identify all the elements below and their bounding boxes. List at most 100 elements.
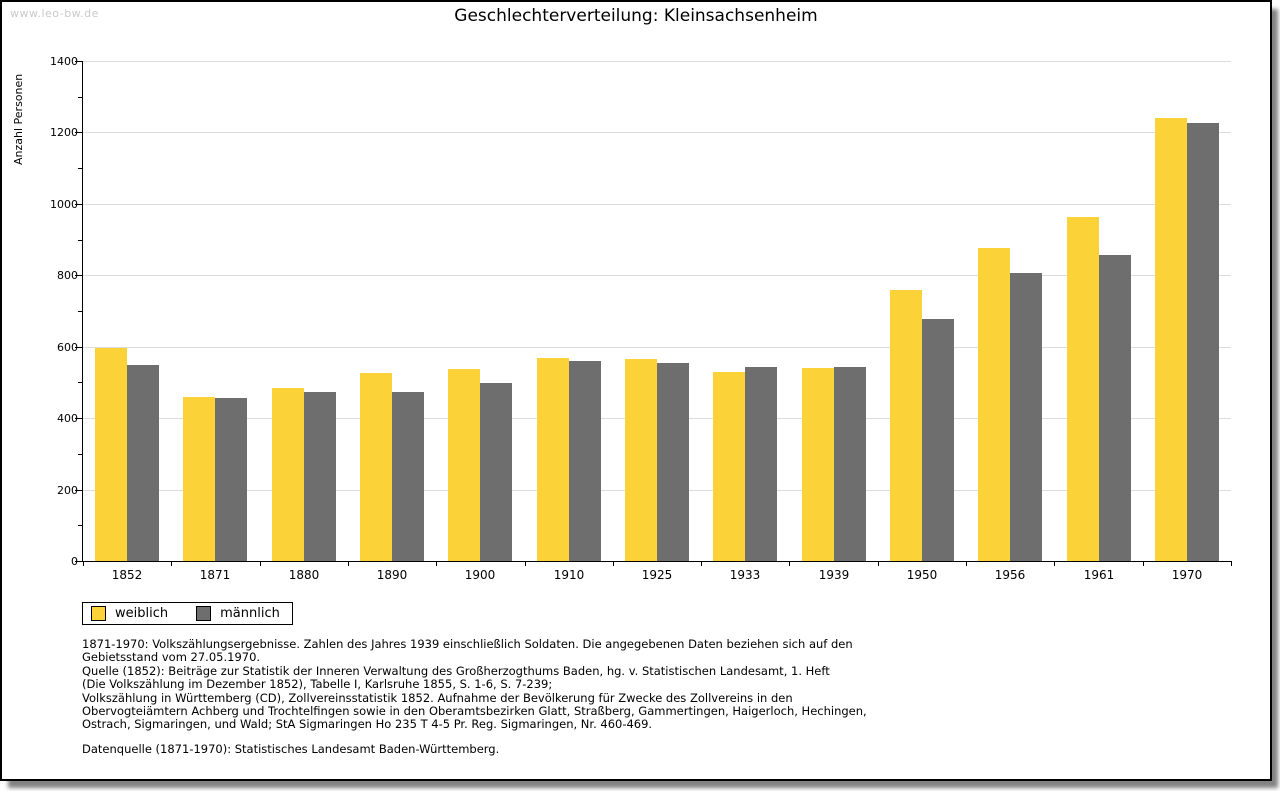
- x-category-label-1925: 1925: [641, 568, 673, 582]
- bar-männlich-1871: [215, 398, 247, 561]
- x-tick-3: [348, 561, 349, 566]
- x-category-label-1880: 1880: [288, 568, 320, 582]
- source-notes: 1871-1970: Volkszählungsergebnisse. Zahl…: [82, 637, 1082, 732]
- x-tick-12: [1143, 561, 1144, 566]
- source-note-line-6: Obervogteiämtern Achberg und Trochtelfin…: [82, 704, 867, 719]
- legend-swatch-maennlich: [196, 606, 212, 621]
- y-axis-title: Anzahl Personen: [12, 73, 25, 165]
- x-category-label-1956: 1956: [994, 568, 1026, 582]
- y-tick-1400: [75, 61, 82, 62]
- x-tick-10: [966, 561, 967, 566]
- x-tick-9: [878, 561, 879, 566]
- bar-männlich-1852: [127, 365, 159, 561]
- gridline-600: [83, 346, 1231, 348]
- x-tick-1: [171, 561, 172, 566]
- y-minor-tick-1300: [78, 96, 82, 98]
- source-note-line-3: Quelle (1852): Beiträge zur Statistik de…: [82, 663, 830, 678]
- y-tick-label-400: 400: [57, 412, 78, 426]
- y-tick-label-0: 0: [71, 555, 78, 568]
- gridline-1000: [83, 203, 1231, 205]
- x-tick-11: [1054, 561, 1055, 566]
- legend-item-maennlich: männlich: [196, 606, 280, 621]
- x-category-label-1852: 1852: [111, 568, 143, 582]
- bar-männlich-1925: [657, 363, 689, 561]
- x-category-label-1961: 1961: [1083, 568, 1115, 582]
- bar-männlich-1970: [1187, 123, 1219, 561]
- bar-männlich-1956: [1010, 273, 1042, 561]
- bar-weiblich-1910: [537, 358, 569, 561]
- watermark: www.leo-bw.de: [10, 7, 99, 20]
- x-tick-6: [613, 561, 614, 566]
- y-tick-600: [75, 346, 82, 348]
- x-tick-7: [701, 561, 702, 566]
- gridline-800: [83, 275, 1231, 277]
- x-category-label-1900: 1900: [464, 568, 496, 582]
- legend-swatch-weiblich: [91, 606, 106, 621]
- x-tick-8: [789, 561, 790, 566]
- y-tick-label-600: 600: [57, 340, 78, 354]
- source-note-line-4: (Die Volkszählung im Dezember 1852), Tab…: [82, 677, 553, 692]
- y-tick-label-1000: 1000: [50, 197, 78, 211]
- gridline-1200: [83, 132, 1231, 134]
- x-category-label-1890: 1890: [376, 568, 408, 582]
- bar-weiblich-1925: [625, 359, 657, 561]
- bar-weiblich-1871: [183, 397, 215, 561]
- bar-weiblich-1939: [802, 368, 834, 561]
- bar-männlich-1933: [745, 367, 777, 561]
- legend-label-maennlich: männlich: [220, 606, 280, 621]
- y-tick-400: [75, 418, 82, 420]
- bar-weiblich-1852: [95, 348, 127, 561]
- y-minor-tick-900: [78, 239, 82, 241]
- x-category-label-1910: 1910: [553, 568, 585, 582]
- x-tick-0: [83, 561, 84, 566]
- source-note-line-7: Ostrach, Sigmaringen, und Wald; StA Sigm…: [82, 717, 653, 732]
- y-tick-label-800: 800: [57, 269, 78, 283]
- bar-weiblich-1961: [1067, 217, 1099, 561]
- bar-männlich-1910: [569, 361, 601, 561]
- x-category-label-1939: 1939: [818, 568, 850, 582]
- y-tick-label-1200: 1200: [50, 126, 78, 140]
- y-tick-1200: [75, 132, 82, 134]
- y-tick-200: [75, 489, 82, 491]
- bar-weiblich-1933: [713, 372, 745, 561]
- x-category-label-1933: 1933: [729, 568, 761, 582]
- bar-männlich-1939: [834, 367, 866, 561]
- y-minor-tick-500: [78, 382, 82, 384]
- y-tick-label-200: 200: [57, 483, 78, 497]
- legend: weiblich männlich: [82, 602, 293, 625]
- x-tick-5: [525, 561, 526, 566]
- y-minor-tick-300: [78, 453, 82, 455]
- y-tick-label-1400: 1400: [50, 55, 78, 68]
- x-category-label-1871: 1871: [199, 568, 231, 582]
- gridline-1400: [83, 61, 1231, 62]
- y-tick-800: [75, 275, 82, 277]
- y-minor-tick-700: [78, 311, 82, 312]
- bar-weiblich-1970: [1155, 118, 1187, 561]
- source-note-line-1: 1871-1970: Volkszählungsergebnisse. Zahl…: [82, 637, 853, 651]
- plot-area: 0 200 400 600 800 1000 1200 1400 1852 1871 1880 189…: [50, 55, 1232, 582]
- x-tick-4: [436, 561, 437, 566]
- bar-männlich-1900: [480, 383, 512, 561]
- y-minor-tick-100: [78, 525, 82, 527]
- x-tick-13: [1231, 561, 1232, 566]
- bar-weiblich-1880: [272, 388, 304, 561]
- bar-weiblich-1890: [360, 373, 392, 561]
- y-minor-tick-1100: [78, 168, 82, 170]
- source-note-line-5: Volkszählung in Württemberg (CD), Zollve…: [82, 690, 793, 705]
- bar-männlich-1961: [1099, 255, 1131, 561]
- source-note-line-2: Gebietsstand vom 27.05.1970.: [82, 650, 261, 665]
- bar-weiblich-1950: [890, 290, 922, 561]
- bar-männlich-1880: [304, 392, 336, 561]
- bar-männlich-1950: [922, 319, 954, 561]
- legend-label-weiblich: weiblich: [115, 606, 169, 621]
- bar-männlich-1890: [392, 392, 424, 561]
- datenquelle-note: Datenquelle (1871-1970): Statistisches L…: [82, 742, 500, 756]
- chart-title: Geschlechterverteilung: Kleinsachsenheim: [454, 6, 818, 26]
- bar-weiblich-1900: [448, 369, 480, 561]
- y-tick-0: [75, 561, 82, 562]
- x-tick-2: [260, 561, 261, 566]
- legend-item-weiblich: weiblich: [91, 606, 168, 621]
- y-tick-1000: [75, 203, 82, 205]
